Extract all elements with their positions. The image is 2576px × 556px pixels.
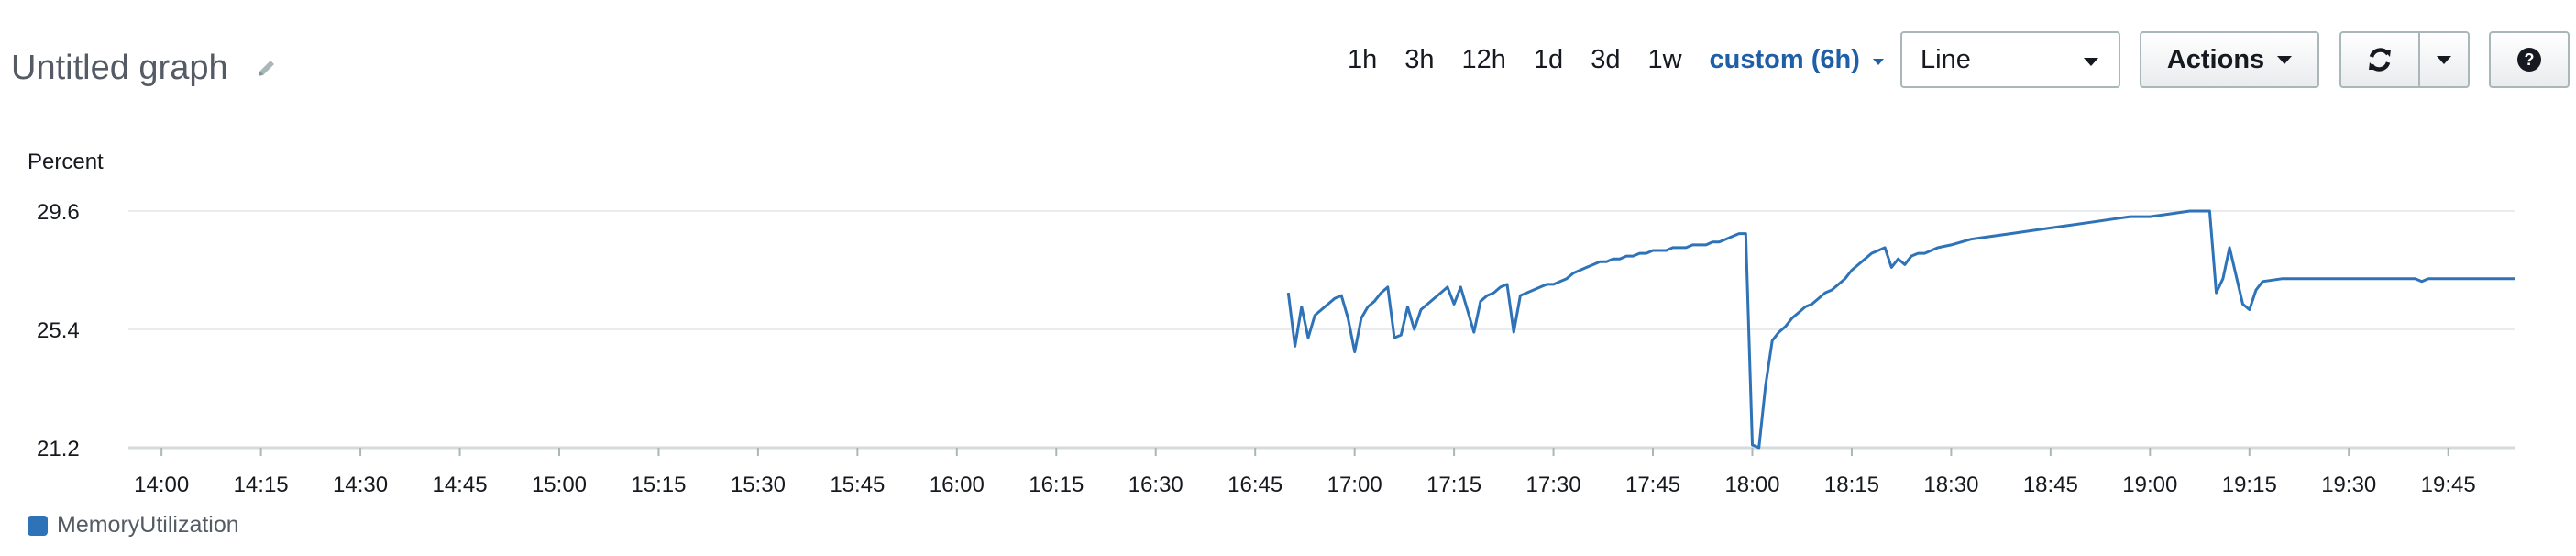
refresh-button[interactable] (2339, 31, 2420, 88)
x-tick-label: 17:15 (1426, 473, 1481, 497)
x-tick-label: 17:30 (1526, 473, 1581, 497)
actions-button[interactable]: Actions (2140, 31, 2319, 88)
chart-type-value: Line (1921, 44, 1971, 74)
actions-label: Actions (2166, 44, 2265, 74)
series-line-memory-utilization[interactable] (1286, 209, 2515, 450)
y-tick-label: 21.2 (37, 437, 80, 461)
x-tick-label: 16:15 (1029, 473, 1084, 497)
range-12h[interactable]: 12h (1461, 44, 1506, 74)
chevron-down-icon (2437, 55, 2451, 64)
x-tick-label: 18:00 (1724, 473, 1779, 497)
range-1d[interactable]: 1d (1533, 44, 1564, 74)
x-tick-label: 16:00 (930, 473, 985, 497)
y-tick-label: 29.6 (37, 200, 80, 225)
chart-series (1286, 209, 2515, 450)
x-tick-label: 18:45 (2023, 473, 2078, 497)
y-axis-ticks: 21.2 25.4 29.6 (37, 200, 80, 461)
question-circle-icon: ? (2517, 48, 2541, 72)
graph-title-area: Untitled graph (11, 46, 278, 90)
x-tick-label: 19:30 (2321, 473, 2376, 497)
y-axis-label: Percent (28, 150, 104, 174)
x-tick-label: 19:00 (2122, 473, 2177, 497)
x-tick-label: 14:00 (134, 473, 189, 497)
range-custom-label: custom (6h) (1709, 44, 1860, 74)
x-tick-label: 18:30 (1923, 473, 1978, 497)
x-tick-label: 19:15 (2222, 473, 2277, 497)
x-tick-label: 19:45 (2421, 473, 2476, 497)
x-tick-label: 17:00 (1327, 473, 1382, 497)
x-tick-label: 15:45 (830, 473, 885, 497)
svg-text:?: ? (2525, 50, 2535, 69)
range-1w[interactable]: 1w (1647, 44, 1682, 74)
x-tick-label: 17:45 (1625, 473, 1680, 497)
x-tick-label: 15:30 (731, 473, 786, 497)
chevron-down-icon (1872, 58, 1884, 65)
range-custom[interactable]: custom (6h) (1710, 45, 1884, 75)
x-tick-label: 15:15 (631, 473, 686, 497)
legend-label: MemoryUtilization (57, 512, 239, 538)
chevron-down-icon (2084, 58, 2098, 66)
x-axis-ticks: 14:00 14:15 14:30 14:45 15:00 15:15 15:30 15:45… (134, 448, 2476, 497)
refresh-icon (2369, 48, 2391, 72)
help-button[interactable]: ? (2489, 31, 2570, 88)
x-tick-label: 16:45 (1227, 473, 1282, 497)
chevron-down-icon (2277, 55, 2293, 64)
x-tick-label: 14:45 (432, 473, 487, 497)
x-tick-label: 14:30 (333, 473, 388, 497)
graph-title: Untitled graph (11, 48, 228, 87)
refresh-options-button[interactable] (2418, 31, 2470, 88)
chart-legend: MemoryUtilization (28, 512, 239, 539)
chart-grid (128, 210, 2515, 450)
y-tick-label: 25.4 (37, 318, 80, 343)
x-tick-label: 16:30 (1128, 473, 1183, 497)
pencil-icon[interactable] (256, 57, 278, 79)
chart-type-select[interactable]: Line (1900, 31, 2120, 88)
legend-swatch (28, 515, 48, 536)
range-3h[interactable]: 3h (1404, 44, 1435, 74)
x-tick-label: 14:15 (234, 473, 289, 497)
x-tick-label: 18:15 (1824, 473, 1879, 497)
range-3d[interactable]: 3d (1591, 44, 1621, 74)
range-1h[interactable]: 1h (1348, 44, 1378, 74)
x-tick-label: 15:00 (532, 473, 587, 497)
time-range-selector: 1h 3h 12h 1d 3d 1w custom (6h) (1348, 29, 1884, 90)
